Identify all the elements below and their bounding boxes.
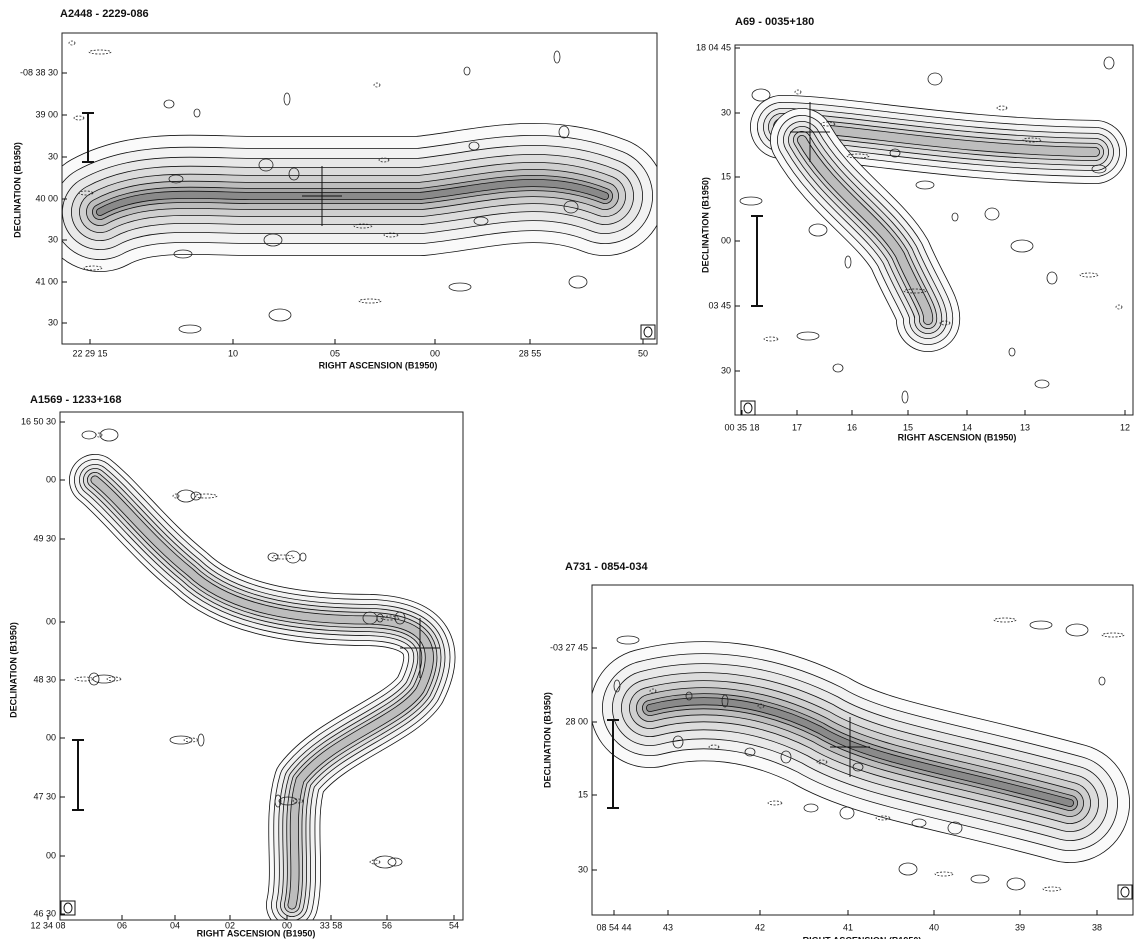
y-axis-label: DECLINATION (B1950): [700, 177, 710, 273]
x-tick-label: 39: [1015, 922, 1025, 932]
x-tick-label: 42: [755, 922, 765, 932]
y-tick-label: 30: [48, 317, 58, 327]
x-tick-label: 05: [330, 348, 340, 358]
figure: A2448 - 2229-086 RIGHT ASCENSION (B1950) D…: [0, 0, 1137, 939]
x-tick-label: 06: [117, 920, 127, 930]
y-tick-label: 40 00: [35, 193, 58, 203]
x-tick-label: 02: [225, 920, 235, 930]
x-tick-label: 12 34 08: [30, 920, 65, 930]
x-tick-label: 43: [663, 922, 673, 932]
y-tick-label: 00: [46, 732, 56, 742]
x-tick-label: 33 58: [320, 920, 343, 930]
x-axis-label: RIGHT ASCENSION (B1950): [319, 360, 438, 370]
x-tick-label: 00: [282, 920, 292, 930]
x-axis-label: RIGHT ASCENSION (B1950): [803, 935, 922, 939]
y-tick-label: 47 30: [33, 791, 56, 801]
y-tick-label: 30: [48, 234, 58, 244]
x-tick-label: 04: [170, 920, 180, 930]
y-tick-label: 00: [46, 616, 56, 626]
x-axis-label: RIGHT ASCENSION (B1950): [197, 928, 316, 938]
y-tick-label: 30: [48, 151, 58, 161]
y-tick-label: 00: [721, 235, 731, 245]
x-tick-label: 50: [638, 348, 648, 358]
x-axis-label: RIGHT ASCENSION (B1950): [898, 432, 1017, 442]
y-tick-label: 00: [46, 474, 56, 484]
y-axis-label: DECLINATION (B1950): [542, 692, 552, 788]
y-tick-label: -03 27 45: [550, 642, 588, 652]
x-tick-label: 10: [228, 348, 238, 358]
x-tick-label: 54: [449, 920, 459, 930]
x-tick-label: 13: [1020, 422, 1030, 432]
y-tick-label: 49 30: [33, 533, 56, 543]
x-tick-label: 56: [382, 920, 392, 930]
y-tick-label: 15: [721, 171, 731, 181]
x-tick-label: 15: [903, 422, 913, 432]
y-tick-label: 30: [578, 864, 588, 874]
x-tick-label: 16: [847, 422, 857, 432]
x-tick-label: 41: [843, 922, 853, 932]
x-tick-label: 14: [962, 422, 972, 432]
y-tick-label: 18 04 45: [696, 42, 731, 52]
x-tick-label: 22 29 15: [72, 348, 107, 358]
y-tick-label: 48 30: [33, 674, 56, 684]
panel-title: A2448 - 2229-086: [60, 8, 149, 20]
y-tick-label: -08 38 30: [20, 67, 58, 77]
y-tick-label: 16 50 30: [21, 416, 56, 426]
x-tick-label: 00: [430, 348, 440, 358]
y-tick-label: 39 00: [35, 109, 58, 119]
x-tick-label: 12: [1120, 422, 1130, 432]
panel-title: A69 - 0035+180: [735, 16, 814, 28]
x-tick-label: 17: [792, 422, 802, 432]
x-tick-label: 40: [929, 922, 939, 932]
y-tick-label: 28 00: [565, 716, 588, 726]
x-tick-label: 38: [1092, 922, 1102, 932]
x-tick-label: 00 35 18: [724, 422, 759, 432]
y-tick-label: 46 30: [33, 908, 56, 918]
y-tick-label: 03 45: [708, 300, 731, 310]
y-tick-label: 15: [578, 789, 588, 799]
panel-title: A731 - 0854-034: [565, 561, 648, 573]
y-tick-label: 00: [46, 850, 56, 860]
y-tick-label: 30: [721, 107, 731, 117]
y-axis-label: DECLINATION (B1950): [8, 622, 18, 718]
x-tick-label: 08 54 44: [596, 922, 631, 932]
panel-title: A1569 - 1233+168: [30, 394, 121, 406]
y-tick-label: 30: [721, 365, 731, 375]
y-axis-label: DECLINATION (B1950): [12, 142, 22, 238]
x-tick-label: 28 55: [519, 348, 542, 358]
y-tick-label: 41 00: [35, 276, 58, 286]
